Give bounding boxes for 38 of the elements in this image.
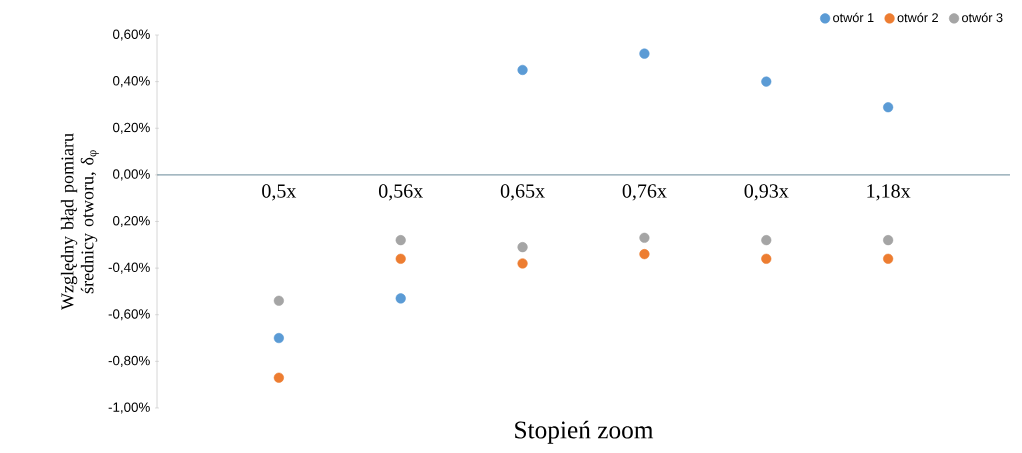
point — [273, 372, 284, 383]
y-tick-label: 0,20% — [113, 215, 150, 228]
point — [761, 235, 772, 246]
y-tick-label: 0,00% — [113, 169, 150, 181]
legend-label: otwór 3 — [962, 12, 1003, 23]
y-tick-label: 0,20% — [113, 122, 150, 134]
y-tick-label: -0,40% — [108, 262, 150, 274]
point — [517, 64, 528, 76]
point — [395, 253, 406, 264]
point — [883, 235, 894, 246]
x-tick-label: 1,18x — [867, 184, 911, 201]
point — [639, 249, 650, 260]
x-tick-label: 0,93x — [744, 184, 789, 201]
point — [883, 102, 894, 113]
point — [395, 235, 406, 246]
y-tick-label: 0,40% — [113, 76, 150, 88]
y-axis-title: Względny błąd pomiaru średnicy otworu, δ$_{φ}$ — [60, 133, 99, 310]
x-tick-label: 0,76x — [622, 184, 667, 201]
point — [761, 76, 772, 87]
point — [517, 242, 528, 253]
point — [761, 253, 772, 264]
y-tick-label: 0,60% — [113, 29, 150, 41]
x-tick-label: 0,56x — [378, 184, 423, 201]
x-axis-title: Stopień zoom — [515, 420, 654, 444]
point — [883, 253, 894, 264]
x-tick-label: 0,5x — [262, 184, 297, 201]
point — [273, 295, 284, 306]
legend-label: otwór 2 — [897, 12, 938, 23]
point — [639, 232, 650, 243]
x-tick-label: 0,65x — [500, 184, 545, 201]
point — [639, 48, 650, 59]
y-tick-label: -0,60% — [108, 309, 150, 321]
legend-label: otwór 1 — [833, 12, 874, 23]
point — [273, 332, 284, 344]
point — [517, 258, 528, 269]
y-tick-label: -0,80% — [108, 355, 150, 367]
point — [395, 293, 406, 304]
y-tick-label: -1,00% — [108, 402, 150, 414]
